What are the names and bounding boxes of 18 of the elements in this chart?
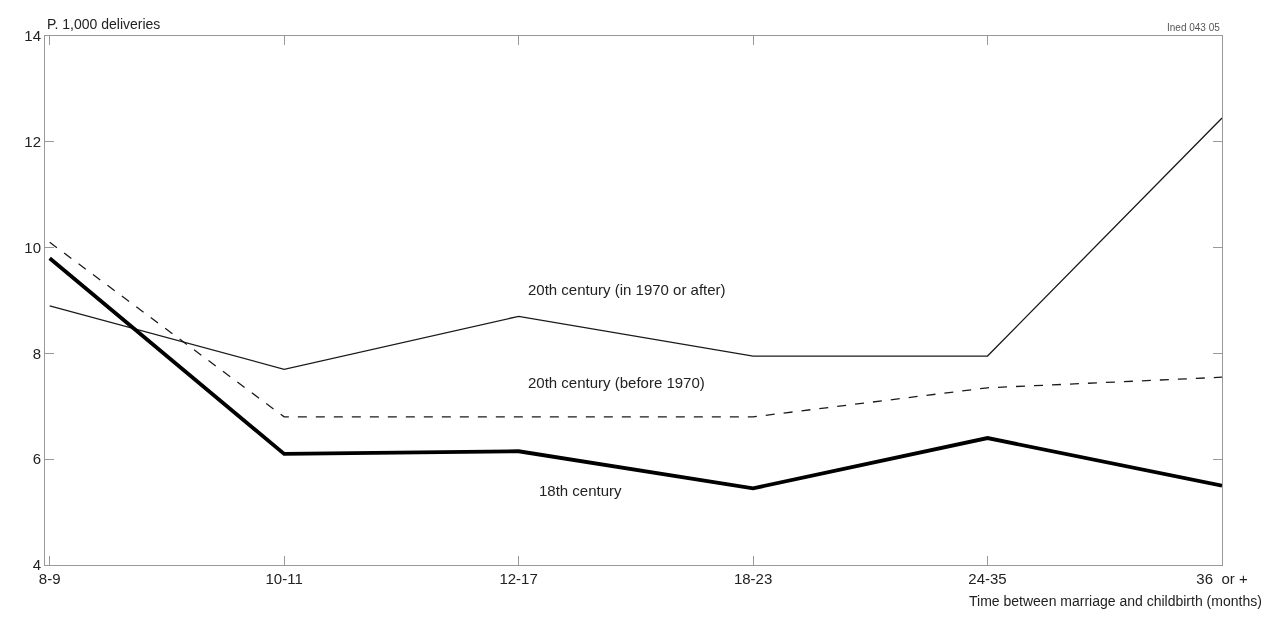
series-label: 20th century (before 1970) (528, 374, 705, 391)
y-tick-label: 10 (24, 238, 41, 256)
x-tick-label: 36 or + (1196, 570, 1248, 587)
y-tick-label: 12 (24, 133, 41, 151)
x-tick-label: 24-35 (968, 570, 1007, 587)
series-label: 20th century (in 1970 or after) (528, 281, 726, 298)
y-tick-label: 6 (32, 450, 41, 468)
y-tick-label: 14 (24, 27, 41, 45)
x-tick-label: 8-9 (38, 570, 61, 587)
x-tick-label: 18-23 (733, 570, 773, 587)
y-axis-title: P. 1,000 deliveries (47, 16, 161, 32)
y-tick-label: 4 (32, 556, 41, 574)
y-tick-label: 8 (32, 344, 41, 362)
x-axis-title: Time between marriage and childbirth (months) (969, 593, 1262, 609)
x-tick-label: 10-11 (265, 570, 303, 587)
x-tick-label: 12-17 (499, 570, 538, 587)
text: Ined 043 05 (1167, 22, 1221, 33)
series-label: 18th century (539, 482, 623, 499)
